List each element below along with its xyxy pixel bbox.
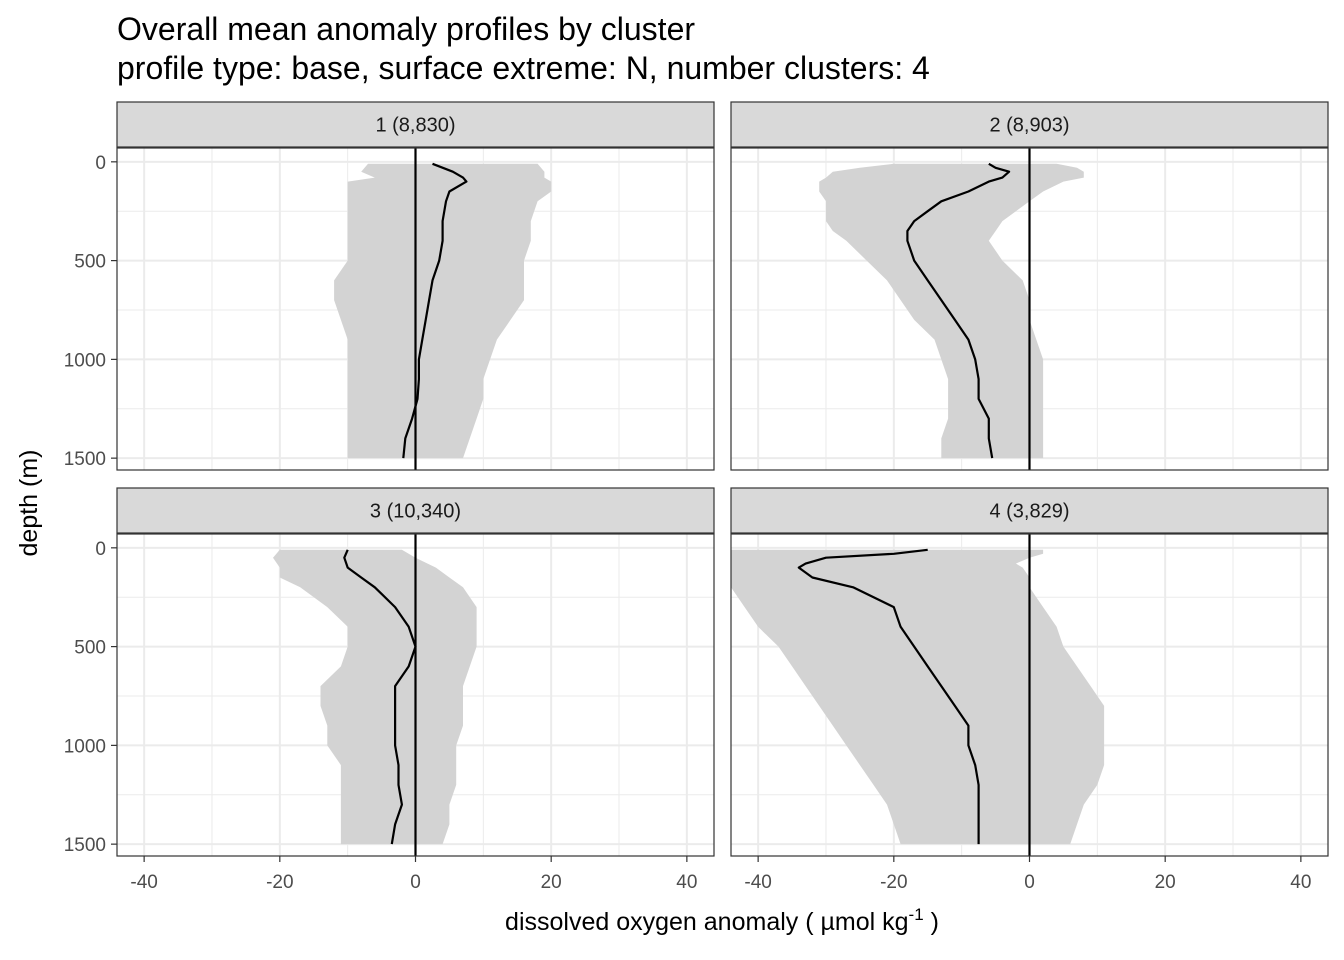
x-axis-title-main: dissolved oxygen anomaly ( µmol kg [505, 908, 908, 936]
facet-strip-3 [116, 487, 715, 534]
y-tick-label: 500 [74, 252, 106, 273]
chart-subtitle: profile type: base, surface extreme: N, … [117, 50, 930, 86]
facet-panel-4: 4 (3,829) -40 -20 0 20 40 [730, 487, 1329, 893]
panel-border-2 [730, 147, 1329, 471]
x-tick-label: -20 [266, 872, 293, 893]
x-tick-label: 20 [541, 872, 562, 893]
x-axis-title-superscript: -1 [909, 905, 924, 924]
mean-profile-line-4 [797, 548, 980, 845]
y-tick-label: 1500 [64, 835, 106, 856]
mean-profile-line-1 [402, 162, 468, 459]
y-tick-label: 1000 [64, 350, 106, 371]
facet-panel-3: 3 (10,340) 0 500 1000 1500 -40 -20 0 20 40 [64, 487, 715, 893]
facet-panel-2: 2 (8,903) [730, 101, 1329, 471]
x-tick-label: 0 [410, 872, 421, 893]
facet-panel-1: 1 (8,830) 0 500 1000 1500 [64, 101, 715, 471]
x-tick-label: 0 [1024, 872, 1035, 893]
facet-strip-2 [730, 101, 1329, 148]
y-tick-label: 500 [74, 638, 106, 659]
mean-profile-line-2 [906, 162, 1011, 459]
x-tick-label: -20 [880, 872, 907, 893]
anomaly-ribbon-4 [731, 549, 1105, 845]
x-axis-title: dissolved oxygen anomaly ( µmol kg-1 ) [505, 905, 939, 936]
facet-strip-label-1: 1 (8,830) [375, 115, 455, 137]
mean-profile-line-3 [343, 549, 417, 845]
facet-panels: 1 (8,830) 0 500 1000 1500 2 (8,903) 3 (10,340)… [64, 101, 1329, 893]
anomaly-ribbon-2 [819, 163, 1084, 459]
x-tick-label: -40 [130, 872, 157, 893]
anomaly-ribbon-3 [273, 549, 477, 845]
x-tick-label: 20 [1155, 872, 1176, 893]
chart-title: Overall mean anomaly profiles by cluster [117, 11, 695, 47]
x-axis-title-end: ) [924, 908, 939, 936]
y-tick-label: 1500 [64, 449, 106, 470]
panel-border-1 [116, 147, 715, 471]
y-tick-label: 1000 [64, 736, 106, 757]
y-axis-title: depth (m) [15, 450, 43, 557]
facet-strip-label-4: 4 (3,829) [989, 501, 1069, 523]
x-tick-label: -40 [744, 872, 771, 893]
facet-strip-label-3: 3 (10,340) [370, 501, 461, 523]
anomaly-ribbon-1 [334, 163, 552, 459]
facet-strip-label-2: 2 (8,903) [989, 115, 1069, 137]
x-tick-label: 40 [1290, 872, 1311, 893]
y-tick-label: 0 [95, 153, 106, 174]
x-tick-label: 40 [676, 872, 697, 893]
facet-strip-4 [730, 487, 1329, 534]
facet-strip-1 [116, 101, 715, 148]
y-tick-label: 0 [95, 539, 106, 560]
